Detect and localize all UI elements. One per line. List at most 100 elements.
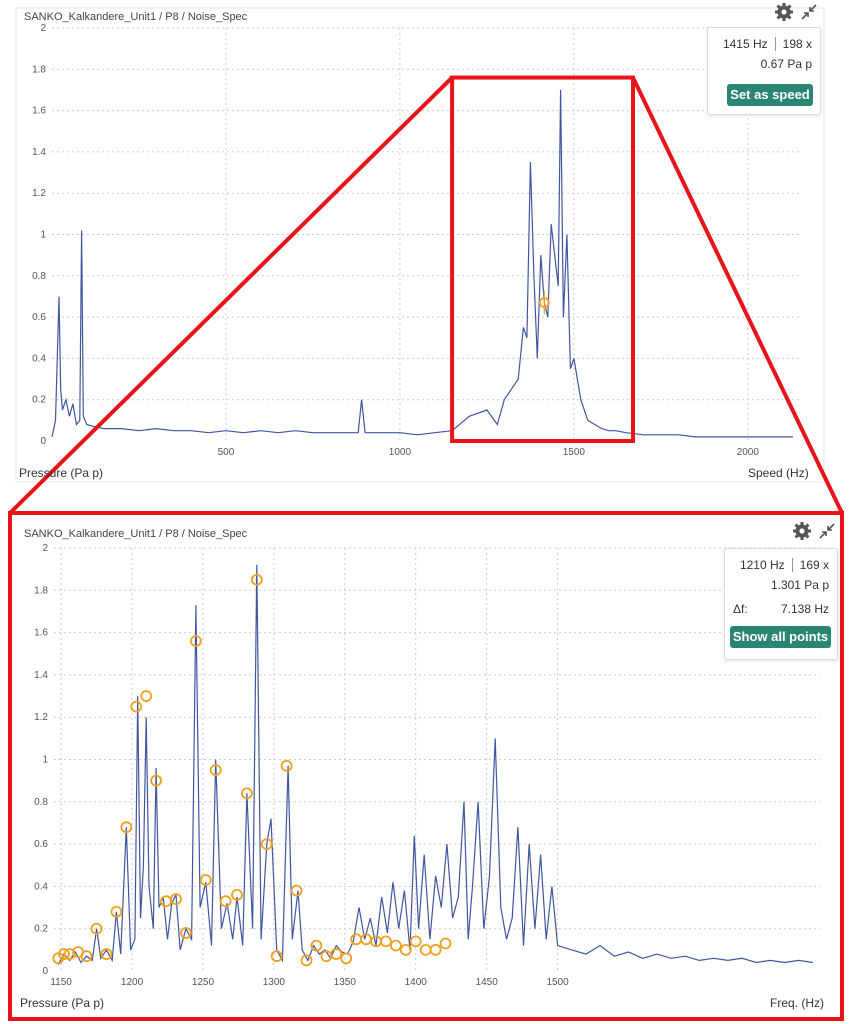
collapse-icon[interactable] xyxy=(818,522,836,540)
set-as-speed-button[interactable]: Set as speed xyxy=(727,84,813,106)
top-y-tick-label: 0 xyxy=(40,436,46,447)
top-cursor-amp: 0.67 Pa p xyxy=(760,57,812,71)
peak-marker[interactable] xyxy=(231,888,243,901)
delta-f-value: 7.138 Hz xyxy=(780,602,829,616)
show-all-points-button[interactable]: Show all points xyxy=(730,626,831,648)
bottom-cursor-amp: 1.301 Pa p xyxy=(770,578,829,592)
peak-marker[interactable] xyxy=(409,935,422,948)
bottom-y-tick-label: 0 xyxy=(42,966,48,977)
top-y-tick-label: 0.2 xyxy=(32,395,46,406)
peak-marker[interactable] xyxy=(140,690,153,702)
peak-marker[interactable] xyxy=(150,774,163,787)
bottom-cursor-freq: 1210 Hz xyxy=(739,558,785,572)
gear-icon[interactable] xyxy=(792,521,812,541)
peak-marker[interactable] xyxy=(63,948,76,960)
zoom-panel-border xyxy=(8,511,844,1021)
delta-f-label: Δf: xyxy=(733,602,748,616)
peak-marker[interactable] xyxy=(80,950,93,963)
bottom-ticks: 1150 1200 1250 1300 1350 1400 1450 1500 0 0.2 0.4 0… xyxy=(34,543,569,988)
peak-marker[interactable] xyxy=(330,948,343,960)
bottom-x-tick-label: 1400 xyxy=(405,977,428,988)
peak-marker[interactable] xyxy=(399,943,412,956)
top-marker xyxy=(538,290,550,315)
peak-marker[interactable] xyxy=(241,787,253,800)
zoom-highlight-box xyxy=(450,75,636,443)
peak-marker[interactable] xyxy=(310,939,323,952)
bottom-y-tick-label: 1.2 xyxy=(34,712,48,723)
bottom-chart-title: SANKO_Kalkandere_Unit1 / P8 / Noise_Spec xyxy=(24,528,248,540)
bottom-y-tick-label: 2 xyxy=(42,543,48,554)
peak-marker[interactable] xyxy=(90,922,103,935)
peak-marker[interactable] xyxy=(260,838,273,850)
peak-marker[interactable] xyxy=(120,821,133,834)
bottom-y-tick-label: 0.2 xyxy=(34,924,48,935)
bottom-y-tick-label: 1.4 xyxy=(34,670,48,681)
bottom-series-line xyxy=(57,564,813,965)
peak-marker[interactable] xyxy=(380,935,392,948)
peak-marker[interactable] xyxy=(170,893,182,905)
peak-marker[interactable] xyxy=(280,759,293,772)
zoom-overlay xyxy=(8,75,844,1021)
bottom-y-tick-label: 1.6 xyxy=(34,628,48,639)
top-grid xyxy=(52,27,800,441)
peak-marker[interactable] xyxy=(250,573,263,586)
top-y-tick-label: 2 xyxy=(40,23,46,34)
bottom-grid xyxy=(54,547,820,971)
top-y-axis-label: Pressure (Pa p) xyxy=(19,466,104,480)
peak-marker[interactable] xyxy=(130,700,143,713)
bottom-y-tick-label: 1.8 xyxy=(34,585,48,596)
peak-marker[interactable] xyxy=(219,895,232,908)
bottom-x-tick-label: 1350 xyxy=(334,977,357,988)
peak-marker[interactable] xyxy=(199,874,212,886)
peak-marker[interactable] xyxy=(180,927,192,939)
top-cursor-freq: 1415 Hz xyxy=(722,37,768,51)
peak-marker[interactable] xyxy=(270,950,283,963)
peak-marker[interactable] xyxy=(100,948,113,960)
peak-marker[interactable] xyxy=(419,943,432,956)
bottom-cursor-order: 169 x xyxy=(799,558,829,572)
top-ticks: 500 1000 1500 2000 0 0.2 0.4 0.6 0.8 1 1.2 1.4 1.6 1.… xyxy=(32,23,759,458)
bottom-y-tick-label: 0.6 xyxy=(34,839,48,850)
top-y-tick-label: 1 xyxy=(40,230,46,241)
peak-marker[interactable] xyxy=(300,954,313,967)
zoom-connector-right xyxy=(631,76,844,514)
peak-marker[interactable] xyxy=(110,905,123,918)
top-x-tick-label: 500 xyxy=(218,447,235,458)
top-y-tick-label: 1.4 xyxy=(32,147,46,158)
top-cursor-order: 198 x xyxy=(782,37,812,51)
bottom-x-tick-label: 1300 xyxy=(263,977,286,988)
peak-marker[interactable] xyxy=(160,895,172,908)
gear-icon[interactable] xyxy=(774,2,794,22)
top-x-tick-label: 1500 xyxy=(563,447,586,458)
panel-border xyxy=(15,7,825,483)
collapse-icon[interactable] xyxy=(800,3,818,21)
top-y-tick-label: 1.6 xyxy=(32,106,46,117)
top-x-tick-label: 2000 xyxy=(737,447,760,458)
bottom-x-tick-label: 1500 xyxy=(546,977,569,988)
top-x-axis-label: Speed (Hz) xyxy=(748,466,809,480)
bottom-x-tick-label: 1200 xyxy=(121,977,144,988)
peak-marker[interactable] xyxy=(350,933,363,946)
bottom-y-tick-label: 0.4 xyxy=(34,881,48,892)
top-marker-point[interactable] xyxy=(538,297,550,309)
peak-marker[interactable] xyxy=(429,943,442,956)
peak-marker[interactable] xyxy=(389,939,402,952)
bottom-x-tick-label: 1250 xyxy=(192,977,215,988)
bottom-x-tick-label: 1450 xyxy=(476,977,499,988)
peak-marker[interactable] xyxy=(189,635,202,647)
top-y-tick-label: 1.8 xyxy=(32,64,46,75)
peak-marker[interactable] xyxy=(439,937,452,950)
peak-marker[interactable] xyxy=(340,952,353,965)
top-chart-title: SANKO_Kalkandere_Unit1 / P8 / Noise_Spec xyxy=(24,11,248,23)
peak-marker[interactable] xyxy=(290,884,303,897)
bottom-y-tick-label: 0.8 xyxy=(34,797,48,808)
top-series-line xyxy=(51,89,793,438)
bottom-x-axis-label: Freq. (Hz) xyxy=(770,996,824,1010)
peak-marker[interactable] xyxy=(209,764,222,776)
bottom-x-tick-label: 1150 xyxy=(50,977,72,988)
bottom-y-axis-label: Pressure (Pa p) xyxy=(20,996,105,1010)
top-y-tick-label: 0.4 xyxy=(32,353,46,364)
peak-marker[interactable] xyxy=(58,948,70,960)
top-x-tick-label: 1000 xyxy=(389,447,412,458)
